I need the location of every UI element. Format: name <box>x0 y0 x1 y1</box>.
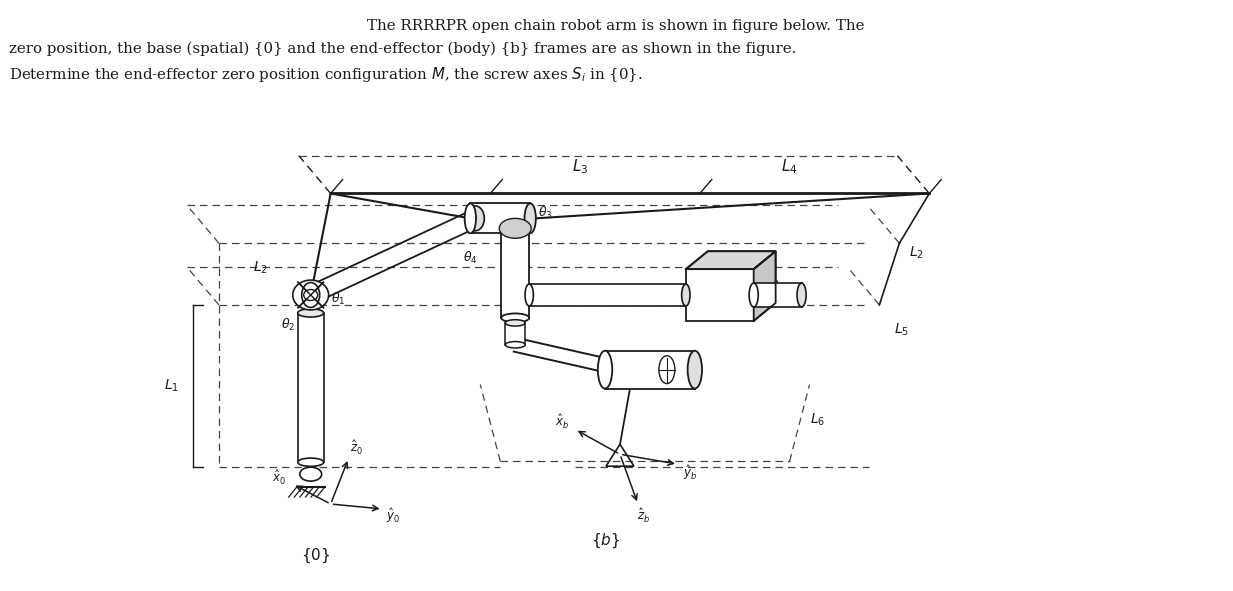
Ellipse shape <box>797 283 806 307</box>
Text: $\hat{x}_0$: $\hat{x}_0$ <box>271 469 286 487</box>
Text: $L_4$: $L_4$ <box>782 157 798 176</box>
Text: $\theta_2$: $\theta_2$ <box>281 317 296 333</box>
Bar <box>686 269 753 321</box>
Bar <box>470 203 530 233</box>
Ellipse shape <box>524 203 536 233</box>
Text: The RRRRPR open chain robot arm is shown in figure below. The: The RRRRPR open chain robot arm is shown… <box>367 20 864 33</box>
Ellipse shape <box>502 224 529 233</box>
Ellipse shape <box>502 313 529 322</box>
Ellipse shape <box>465 203 476 233</box>
Ellipse shape <box>506 342 525 348</box>
Bar <box>753 283 801 307</box>
Text: $L_2$: $L_2$ <box>253 260 268 277</box>
Ellipse shape <box>303 290 318 300</box>
Ellipse shape <box>300 467 322 481</box>
Ellipse shape <box>466 206 485 231</box>
Ellipse shape <box>297 458 323 466</box>
Bar <box>529 284 686 306</box>
Text: $\hat{y}_0$: $\hat{y}_0$ <box>386 506 399 525</box>
Polygon shape <box>753 251 776 321</box>
Text: $L_1$: $L_1$ <box>164 378 179 394</box>
Ellipse shape <box>302 282 319 307</box>
Text: $\{0\}$: $\{0\}$ <box>301 547 330 565</box>
Bar <box>605 350 695 388</box>
Ellipse shape <box>525 284 534 306</box>
Text: $\theta_5$: $\theta_5$ <box>769 279 784 295</box>
Bar <box>502 228 529 318</box>
Bar <box>506 323 525 345</box>
Text: $\hat{z}_b$: $\hat{z}_b$ <box>637 507 651 525</box>
Text: $\theta_4$: $\theta_4$ <box>462 250 477 266</box>
Text: $\theta_6$: $\theta_6$ <box>684 350 699 366</box>
Ellipse shape <box>297 309 323 317</box>
Text: $\theta_1$: $\theta_1$ <box>330 291 345 307</box>
Polygon shape <box>686 251 776 269</box>
Ellipse shape <box>292 280 329 310</box>
Bar <box>297 313 323 462</box>
Ellipse shape <box>499 218 531 238</box>
Ellipse shape <box>598 350 613 388</box>
Ellipse shape <box>688 350 702 388</box>
Text: zero position, the base (spatial) {0} and the end-effector (body) {b} frames are: zero position, the base (spatial) {0} an… <box>10 41 797 56</box>
Text: $L_6$: $L_6$ <box>810 411 825 428</box>
Ellipse shape <box>658 356 674 384</box>
Text: $\hat{y}_b$: $\hat{y}_b$ <box>683 463 697 482</box>
Text: $\hat{z}_0$: $\hat{z}_0$ <box>350 439 363 457</box>
Text: $L_2$: $L_2$ <box>910 245 925 261</box>
Text: $L_3$: $L_3$ <box>572 157 588 176</box>
Ellipse shape <box>682 284 690 306</box>
Text: $\hat{x}_b$: $\hat{x}_b$ <box>555 413 570 431</box>
Text: $L_5$: $L_5$ <box>894 322 910 338</box>
Text: Determine the end-effector zero position configuration $M$, the screw axes $S_i$: Determine the end-effector zero position… <box>10 65 642 84</box>
Text: $\{b\}$: $\{b\}$ <box>592 532 620 550</box>
Ellipse shape <box>506 320 525 326</box>
Text: $\theta_3$: $\theta_3$ <box>538 205 552 222</box>
Ellipse shape <box>750 283 758 307</box>
